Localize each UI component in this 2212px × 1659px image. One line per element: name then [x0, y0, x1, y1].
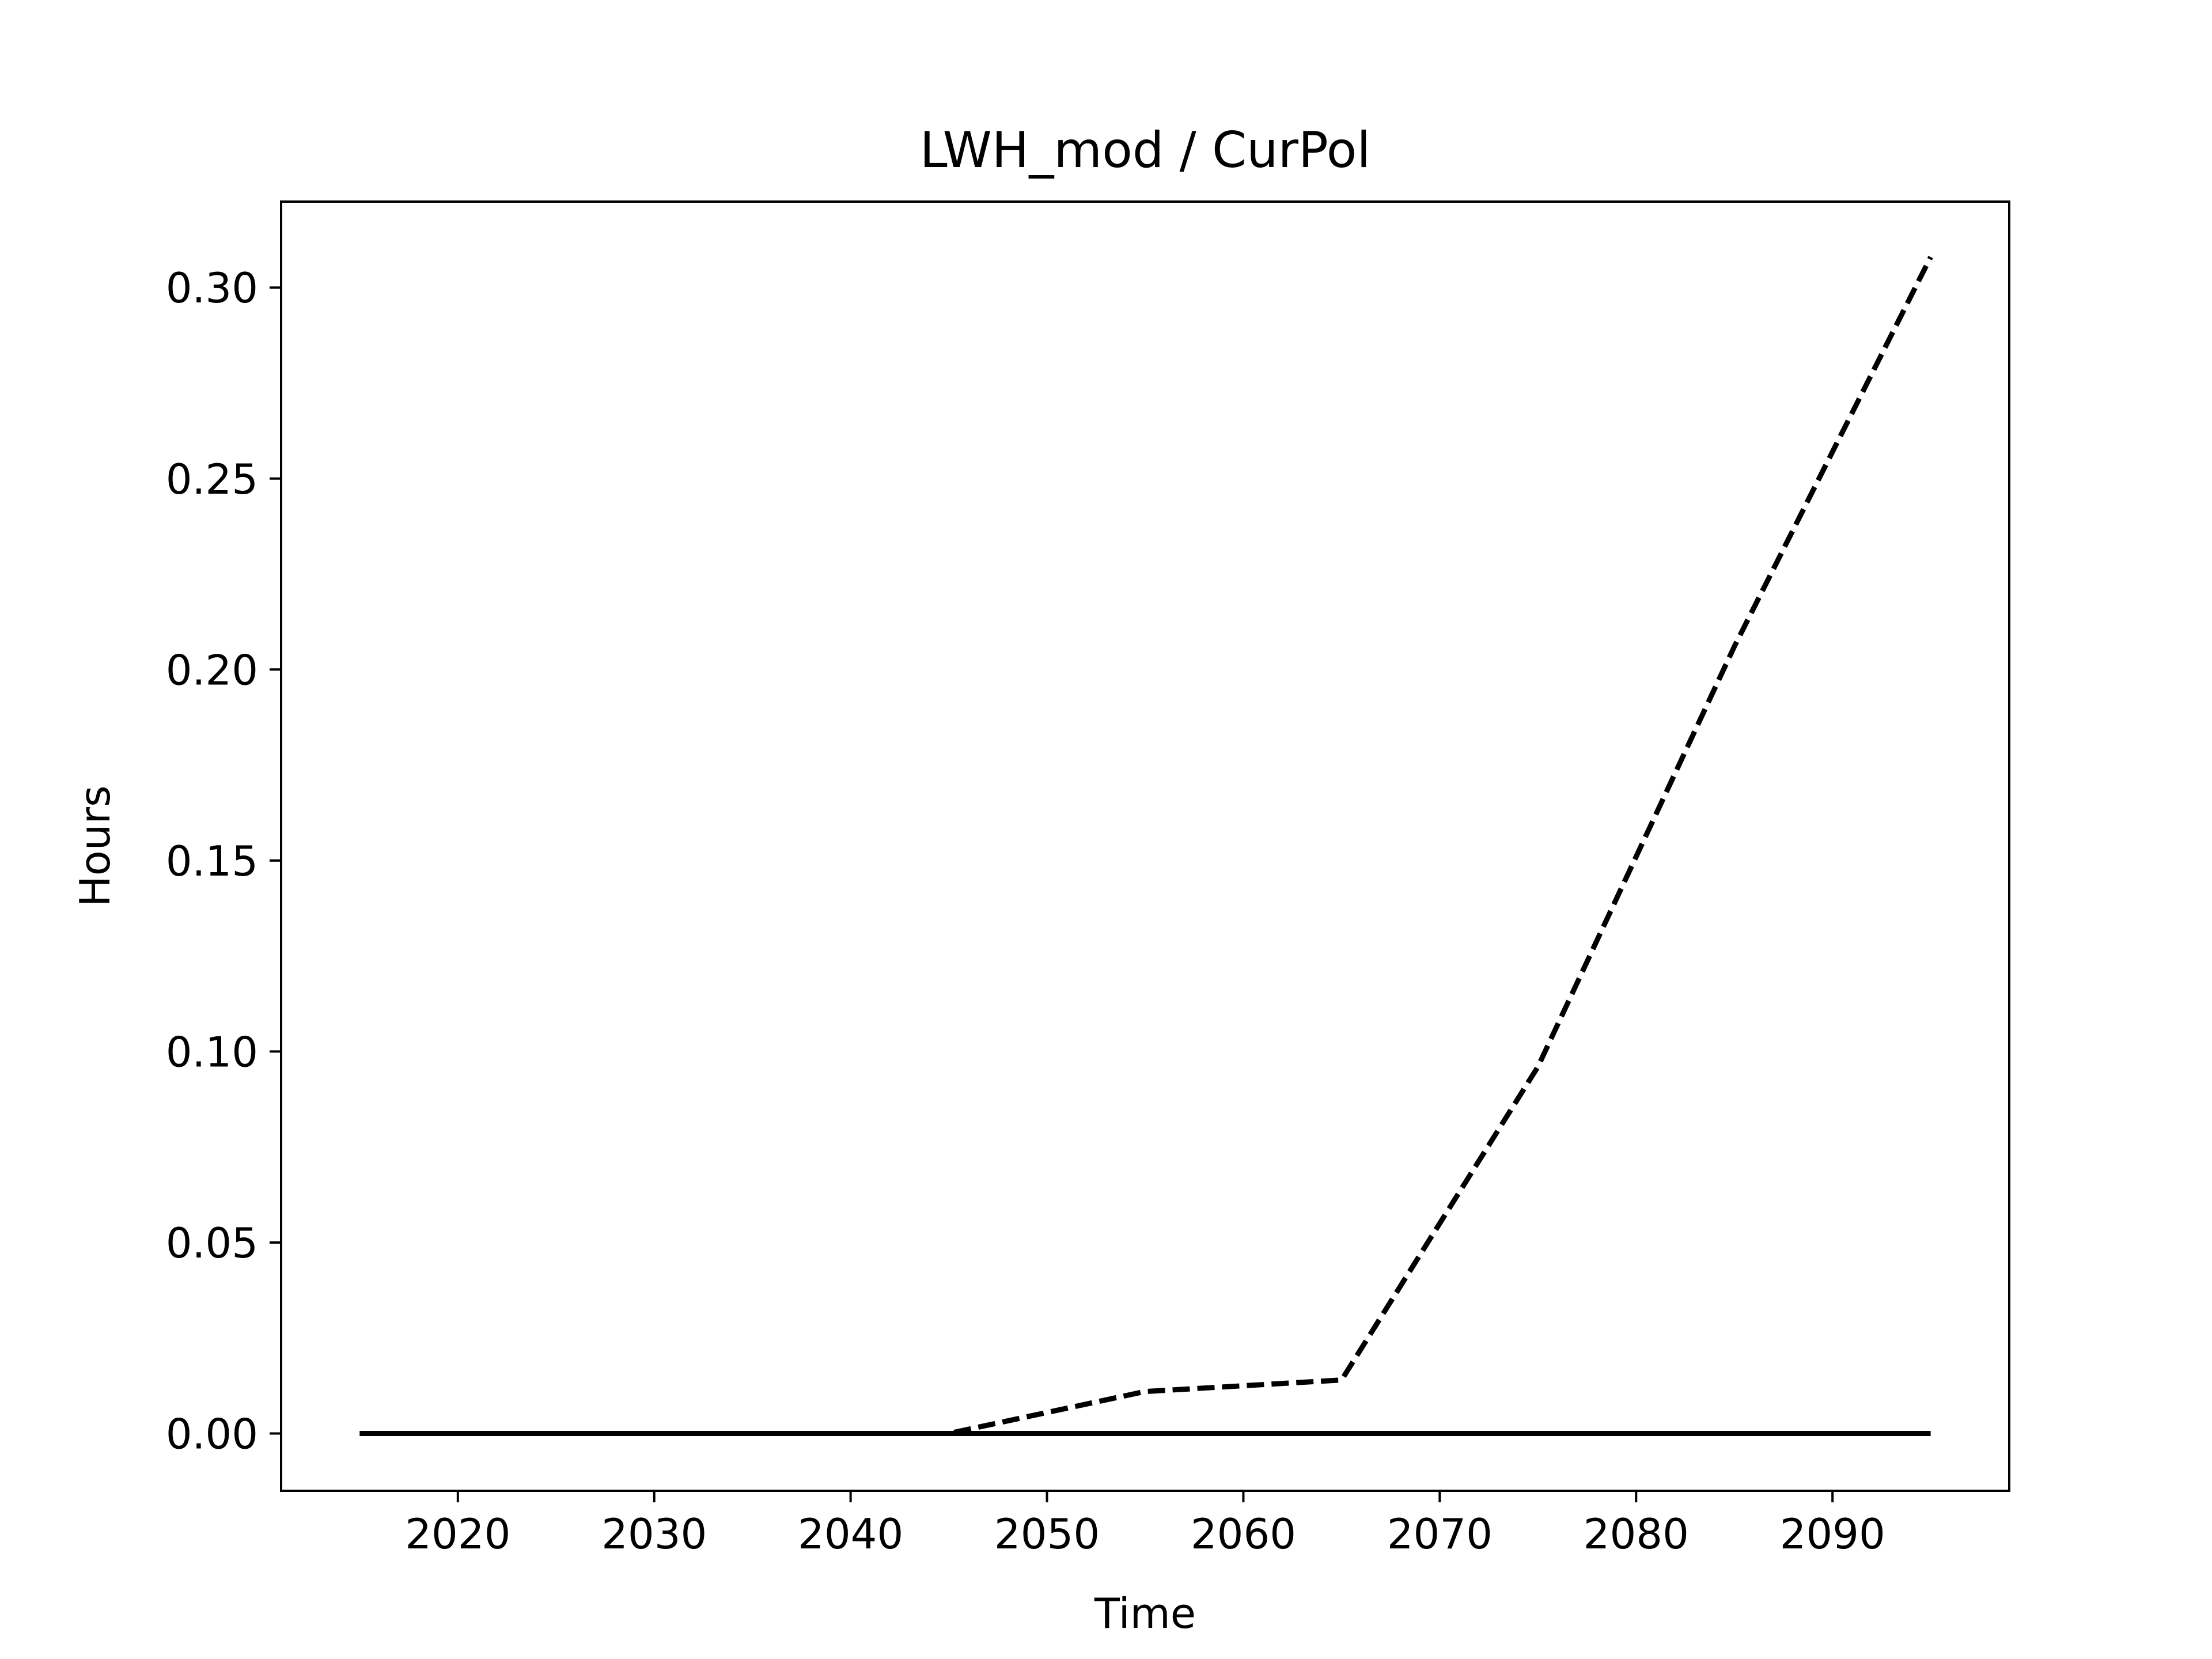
series-layer — [359, 256, 1933, 1436]
x-tick-label: 2040 — [798, 1510, 903, 1558]
plot-frame — [280, 200, 2010, 1492]
x-axis-ticks: 2020 2030 2040 2050 2060 2070 2080 2090 — [405, 1491, 1885, 1558]
y-tick-label: 0.30 — [166, 264, 258, 312]
x-axis-label: Time — [1094, 1589, 1196, 1638]
x-tick-label: 2030 — [601, 1510, 707, 1558]
y-tick-label: 0.05 — [166, 1219, 258, 1267]
x-tick-label: 2070 — [1387, 1510, 1493, 1558]
x-tick-label: 2080 — [1584, 1510, 1689, 1558]
x-tick-label: 2060 — [1191, 1510, 1296, 1558]
y-tick-label: 0.25 — [166, 455, 258, 503]
chart-title: LWH_mod / CurPol — [920, 122, 1371, 179]
y-axis-label: Hours — [71, 786, 119, 907]
x-tick-label: 2050 — [994, 1510, 1100, 1558]
x-tick-label: 2020 — [405, 1510, 510, 1558]
y-tick-label: 0.20 — [166, 646, 258, 694]
y-tick-label: 0.10 — [166, 1028, 258, 1076]
y-tick-label: 0.00 — [166, 1410, 258, 1459]
y-tick-label: 0.15 — [166, 837, 258, 885]
y-axis-ticks: 0.00 0.05 0.10 0.15 0.20 0.25 0.30 — [166, 264, 281, 1459]
x-tick-label: 2090 — [1780, 1510, 1885, 1558]
